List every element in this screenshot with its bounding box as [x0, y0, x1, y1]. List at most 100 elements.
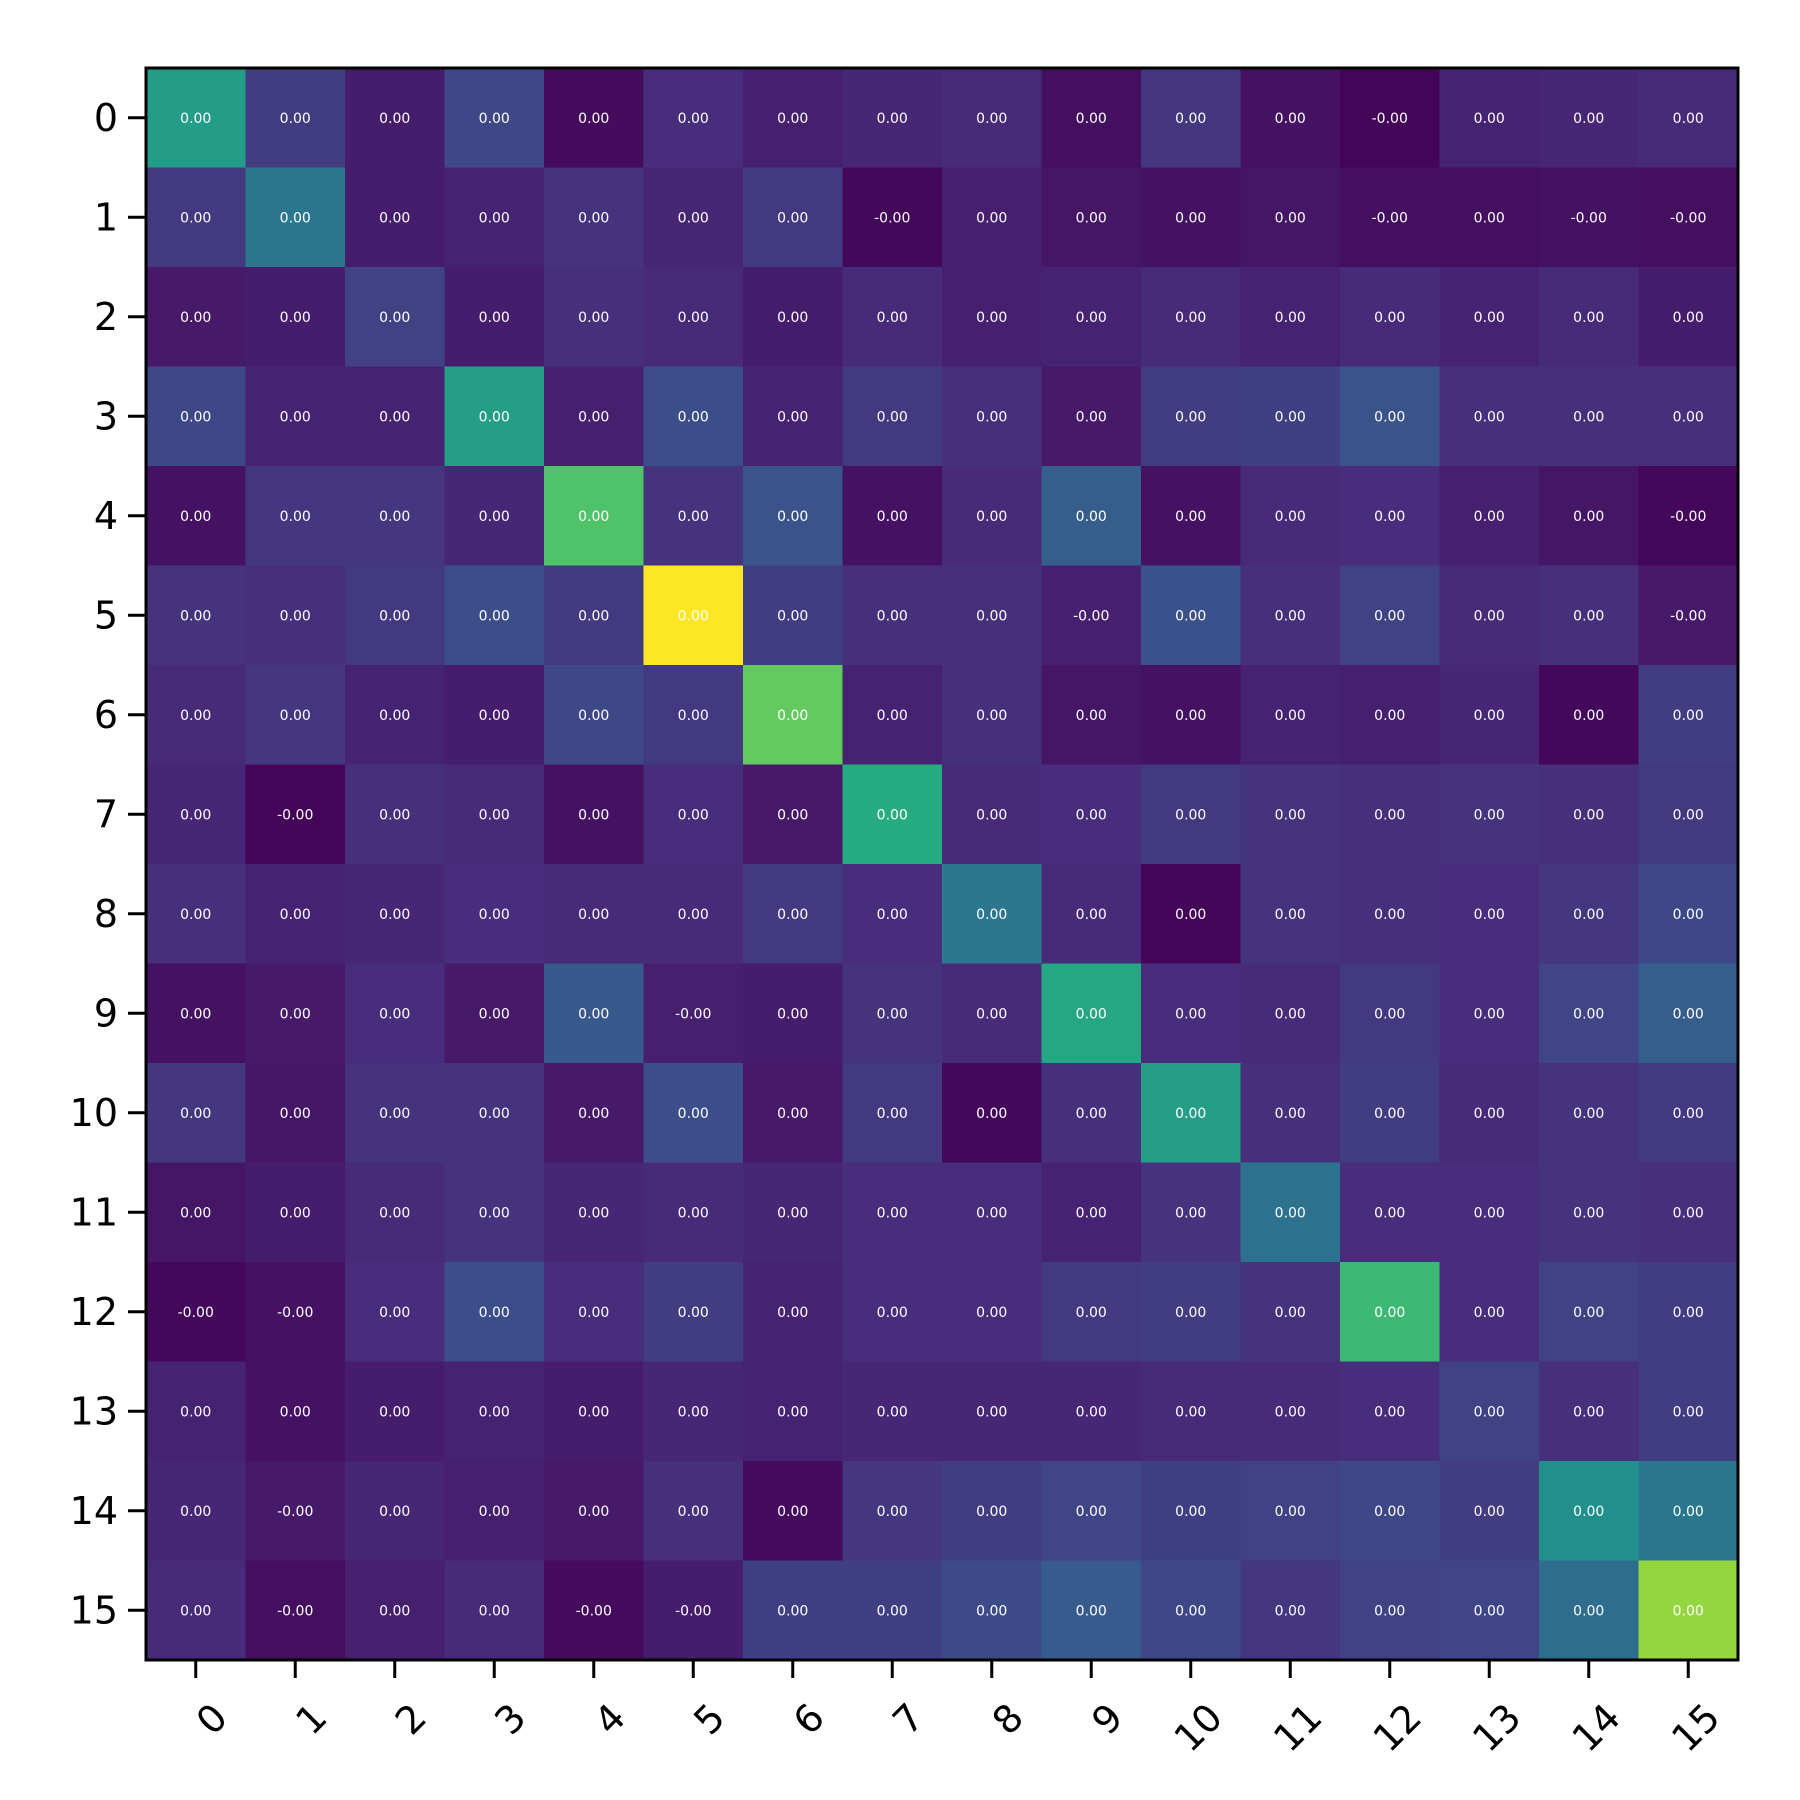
cell-value-label: 0.00 [877, 1603, 908, 1619]
cell-value-label: 0.00 [379, 708, 410, 724]
cell-value-label: -0.00 [277, 1504, 313, 1520]
heatmap-cell-12-14 [1539, 1262, 1639, 1362]
cell-value-label: 0.00 [1275, 1205, 1306, 1221]
cell-value-label: 0.00 [1474, 708, 1505, 724]
heatmap-cell-6-0 [146, 665, 246, 765]
cell-value-label: 0.00 [1076, 509, 1107, 525]
cell-value-label: -0.00 [178, 1305, 214, 1321]
heatmap-cell-15-10 [1141, 1560, 1241, 1661]
cell-value-label: 0.00 [976, 1106, 1007, 1122]
heatmap-cell-1-6 [743, 167, 843, 268]
heatmap-cell-14-15 [1638, 1461, 1739, 1561]
heatmap-cell-14-7 [842, 1461, 943, 1561]
heatmap-cell-5-8 [942, 565, 1042, 666]
y-tick-label: 14 [70, 1489, 118, 1533]
heatmap-cell-8-10 [1141, 864, 1241, 964]
heatmap-cell-5-10 [1141, 565, 1241, 666]
cell-value-label: 0.00 [976, 509, 1007, 525]
y-tick-label: 9 [94, 991, 118, 1035]
heatmap-cell-13-2 [345, 1361, 445, 1462]
x-tick-label: 5 [685, 1695, 733, 1743]
cell-value-label: 0.00 [976, 111, 1007, 127]
heatmap-cell-0-15 [1638, 68, 1739, 168]
heatmap-cell-6-13 [1439, 665, 1540, 765]
heatmap-cell-4-6 [743, 466, 843, 566]
heatmap-cell-9-0 [146, 963, 246, 1064]
cell-value-label: 0.00 [1374, 1305, 1405, 1321]
heatmap-cells [146, 68, 1739, 1661]
heatmap-cell-6-1 [245, 665, 346, 765]
cell-value-label: -0.00 [277, 807, 313, 823]
cell-value-label: 0.00 [678, 1504, 709, 1520]
cell-value-label: 0.00 [578, 1006, 609, 1022]
cell-value-label: 0.00 [379, 1106, 410, 1122]
heatmap-cell-8-8 [942, 864, 1042, 964]
cell-value-label: 0.00 [678, 1404, 709, 1420]
cell-value-label: 0.00 [578, 1106, 609, 1122]
cell-value-label: 0.00 [1175, 310, 1206, 326]
cell-value-label: -0.00 [1372, 210, 1408, 226]
cell-value-label: 0.00 [777, 1106, 808, 1122]
cell-value-label: 0.00 [1076, 907, 1107, 923]
cell-value-label: 0.00 [1374, 1404, 1405, 1420]
heatmap-cell-7-2 [345, 764, 445, 865]
heatmap-cell-2-13 [1439, 267, 1540, 367]
heatmap-cell-11-5 [643, 1162, 744, 1263]
cell-value-label: 0.00 [1573, 1504, 1604, 1520]
cell-value-label: 0.00 [280, 509, 311, 525]
cell-value-label: 0.00 [1076, 111, 1107, 127]
heatmap-cell-13-6 [743, 1361, 843, 1462]
heatmap-cell-13-3 [444, 1361, 545, 1462]
heatmap-cell-3-5 [643, 366, 744, 467]
x-tick-label: 12 [1365, 1695, 1430, 1760]
heatmap-cell-7-0 [146, 764, 246, 865]
heatmap-cell-6-14 [1539, 665, 1639, 765]
cell-value-label: 0.00 [1573, 1603, 1604, 1619]
cell-value-label: 0.00 [180, 608, 211, 624]
heatmap-cell-2-15 [1638, 267, 1739, 367]
cell-value-label: 0.00 [1374, 1504, 1405, 1520]
x-tick-label: 13 [1464, 1695, 1529, 1760]
heatmap-cell-1-4 [544, 167, 644, 268]
heatmap-cell-3-7 [842, 366, 943, 467]
heatmap-cell-12-11 [1240, 1262, 1341, 1362]
cell-value-label: -0.00 [1670, 509, 1706, 525]
cell-value-label: 0.00 [379, 210, 410, 226]
cell-value-label: 0.00 [479, 608, 510, 624]
cell-value-label: 0.00 [479, 509, 510, 525]
heatmap-cell-5-5 [643, 565, 744, 666]
cell-value-label: 0.00 [877, 807, 908, 823]
cell-value-label: 0.00 [1474, 1006, 1505, 1022]
cell-value-label: 0.00 [1673, 1106, 1704, 1122]
cell-value-label: 0.00 [479, 111, 510, 127]
cell-value-label: 0.00 [479, 1504, 510, 1520]
cell-value-label: 0.00 [1474, 608, 1505, 624]
heatmap-cell-5-13 [1439, 565, 1540, 666]
cell-value-label: 0.00 [379, 1006, 410, 1022]
cell-value-label: 0.00 [379, 907, 410, 923]
heatmap-cell-1-1 [245, 167, 346, 268]
cell-value-label: 0.00 [280, 111, 311, 127]
heatmap-cell-6-11 [1240, 665, 1341, 765]
heatmap-cell-8-15 [1638, 864, 1739, 964]
heatmap-cell-13-15 [1638, 1361, 1739, 1462]
cell-value-label: 0.00 [1175, 1106, 1206, 1122]
cell-value-label: 0.00 [1573, 1006, 1604, 1022]
cell-value-label: 0.00 [678, 1205, 709, 1221]
heatmap-cell-2-3 [444, 267, 545, 367]
heatmap-cell-11-3 [444, 1162, 545, 1263]
heatmap-cell-7-4 [544, 764, 644, 865]
cell-value-label: 0.00 [280, 310, 311, 326]
cell-value-label: 0.00 [1275, 1106, 1306, 1122]
heatmap-cell-8-3 [444, 864, 545, 964]
cell-value-label: 0.00 [976, 608, 1007, 624]
y-tick-label: 4 [94, 494, 118, 538]
cell-value-label: 0.00 [877, 111, 908, 127]
heatmap-cell-9-14 [1539, 963, 1639, 1064]
cell-value-label: 0.00 [877, 608, 908, 624]
heatmap-cell-5-9 [1041, 565, 1142, 666]
heatmap-cell-4-0 [146, 466, 246, 566]
cell-value-label: 0.00 [777, 1603, 808, 1619]
heatmap-cell-3-1 [245, 366, 346, 467]
heatmap-cell-4-13 [1439, 466, 1540, 566]
